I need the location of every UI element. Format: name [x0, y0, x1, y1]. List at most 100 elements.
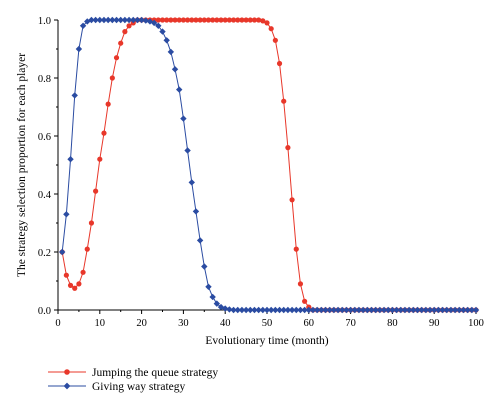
legend-label: Jumping the queue strategy [92, 367, 218, 379]
y-ticks: 0.0 0.2 0.4 0.6 0.8 1.0 [38, 16, 58, 317]
data-point [334, 306, 342, 314]
data-point [230, 17, 237, 23]
data-point [196, 237, 204, 244]
plot-area: 0 10 20 30 40 50 60 70 80 90 100 0.0 0.2 0.4 0.6 0.8 1.… [38, 16, 484, 329]
data-point [405, 306, 413, 314]
data-point [188, 179, 195, 186]
data-point [259, 306, 267, 314]
data-point [343, 306, 350, 314]
data-point [235, 17, 241, 23]
data-point [372, 306, 379, 314]
data-point [159, 17, 166, 23]
legend-label: Giving way strategy [92, 381, 186, 393]
data-point [464, 306, 471, 314]
x-ticks: 0 10 20 30 40 50 60 70 80 90 100 [55, 310, 484, 329]
x-tick-label: 30 [178, 318, 189, 329]
data-point [201, 17, 207, 23]
data-point [355, 306, 363, 314]
data-point [168, 17, 174, 23]
data-point [193, 17, 199, 23]
data-point [92, 16, 99, 24]
data-point [72, 285, 78, 291]
data-point [201, 263, 208, 270]
legend: Jumping the queue strategy Giving way st… [48, 367, 218, 393]
data-point [113, 16, 120, 24]
data-point [130, 16, 137, 24]
data-point [171, 66, 179, 73]
data-point [101, 130, 107, 136]
data-point [164, 17, 170, 23]
data-point [167, 48, 175, 56]
data-point [142, 17, 149, 24]
data-point [209, 293, 216, 301]
data-point [410, 306, 417, 314]
data-point [226, 306, 233, 313]
x-axis-title: Evolutionary time (month) [205, 335, 328, 347]
series-giving-way [58, 16, 480, 314]
data-point [380, 306, 388, 314]
x-tick-label: 50 [262, 318, 273, 329]
data-point [326, 306, 333, 314]
y-tick-label: 0.6 [38, 132, 51, 143]
data-point [385, 306, 392, 314]
data-point [289, 197, 295, 203]
data-point [368, 306, 375, 314]
data-point [226, 17, 232, 23]
data-point [364, 306, 371, 314]
data-point [431, 306, 438, 314]
data-point [105, 101, 111, 107]
data-point [155, 22, 162, 29]
series-jumping-the-queue [59, 17, 479, 313]
data-point [451, 306, 459, 314]
data-point [288, 306, 296, 314]
data-point [197, 17, 203, 23]
data-point [63, 272, 69, 278]
data-point [472, 306, 480, 314]
data-point [339, 306, 346, 314]
data-point [172, 17, 178, 23]
data-point [109, 75, 115, 81]
data-point [192, 208, 200, 215]
data-point [79, 22, 87, 29]
x-tick-label: 40 [220, 318, 231, 329]
data-point [272, 306, 279, 314]
data-point [184, 147, 191, 154]
data-point [238, 306, 246, 314]
data-point [468, 306, 476, 314]
data-point [263, 306, 271, 314]
data-point [401, 306, 409, 314]
y-tick-label: 0.2 [38, 248, 51, 259]
data-point [138, 16, 145, 24]
data-point [67, 156, 74, 163]
data-point [84, 246, 90, 252]
data-point [218, 17, 224, 23]
data-point [122, 29, 128, 35]
data-point [180, 17, 186, 23]
data-point [210, 17, 216, 23]
data-point [393, 306, 400, 314]
y-tick-label: 0.8 [38, 74, 51, 85]
data-point [126, 23, 132, 29]
data-point [330, 306, 338, 314]
data-point [239, 17, 245, 23]
data-point [255, 306, 262, 314]
data-point [184, 17, 191, 23]
data-point [351, 306, 358, 314]
data-point [397, 306, 404, 314]
data-point [376, 306, 384, 314]
data-point [447, 306, 455, 314]
data-point [302, 298, 308, 304]
data-point [347, 306, 354, 314]
data-point [443, 306, 450, 314]
data-point [243, 17, 249, 23]
data-point [460, 306, 467, 314]
legend-item-giving-way: Giving way strategy [48, 381, 186, 393]
series-layer [58, 16, 480, 314]
legend-marker-circle [64, 369, 70, 375]
data-point [214, 17, 220, 23]
data-point [180, 115, 187, 122]
data-point [155, 17, 161, 23]
data-point [125, 16, 133, 24]
legend-item-jumping-the-queue: Jumping the queue strategy [48, 367, 218, 379]
